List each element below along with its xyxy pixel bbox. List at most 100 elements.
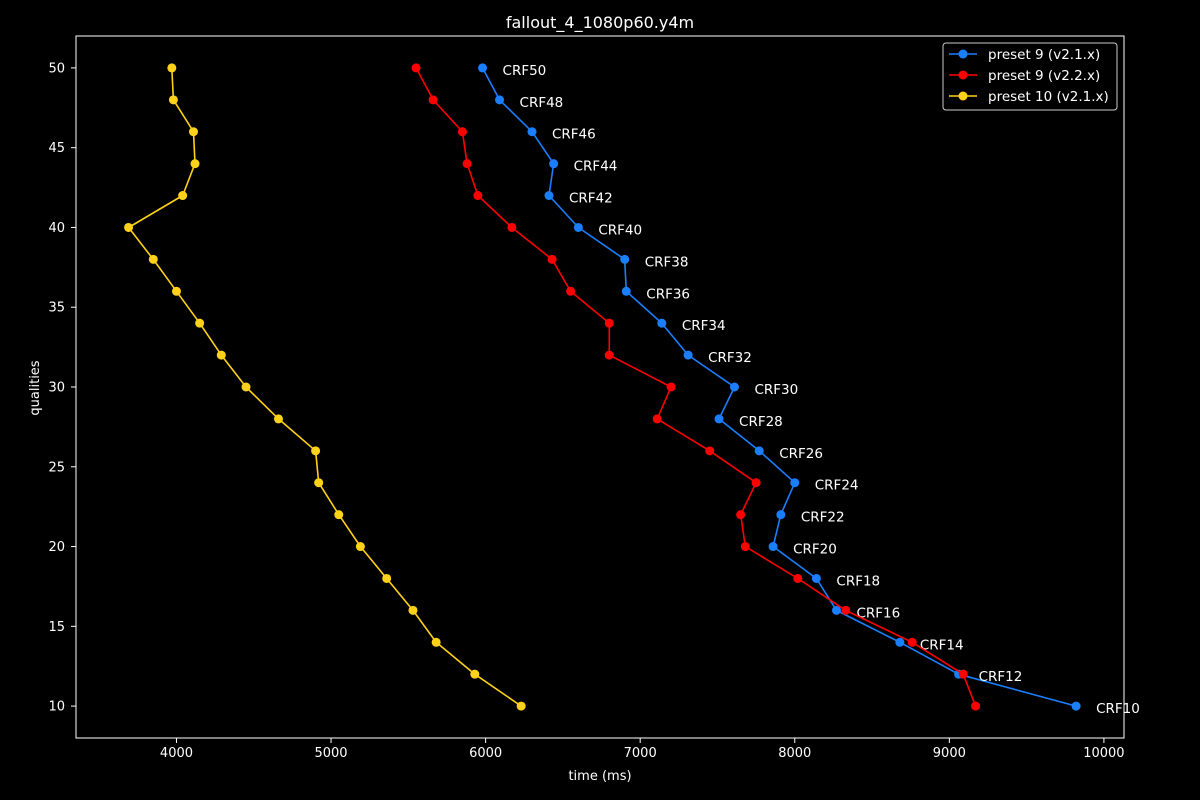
data-point [495,95,505,105]
data-point [714,414,724,424]
data-point [167,63,177,73]
data-point [470,669,480,679]
data-point [907,637,917,647]
y-tick-label: 45 [48,141,65,156]
data-point [314,478,324,488]
data-point [604,350,614,360]
data-point [178,191,188,201]
data-point [566,286,576,296]
data-point [768,542,778,552]
data-point [790,478,800,488]
data-point [478,63,488,73]
point-label: CRF48 [520,95,564,111]
data-point [473,191,483,201]
y-axis: 10 15 20 25 30 35 40 45 50 [48,61,76,715]
legend-marker [958,70,968,80]
y-tick-label: 15 [48,620,65,635]
data-point [754,446,764,456]
series-1 [411,63,981,711]
data-point [527,127,537,137]
legend-marker [958,91,968,101]
point-label: CRF30 [754,382,798,398]
point-label: CRF14 [920,637,964,653]
x-tick-label: 10000 [1083,746,1124,761]
point-label: CRF34 [682,318,726,334]
point-label: CRF44 [574,159,618,175]
data-point [751,478,761,488]
data-point [958,669,968,679]
legend-label: preset 9 (v2.2.x) [988,68,1100,84]
y-tick-label: 10 [48,700,65,715]
legend-label: preset 10 (v2.1.x) [988,89,1109,105]
y-tick-label: 30 [48,381,65,396]
legend-box [942,42,1118,111]
data-point [683,350,693,360]
point-label: CRF46 [552,127,596,143]
data-point [729,382,739,392]
data-point [195,318,205,328]
point-label: CRF10 [1096,701,1140,717]
x-tick-label: 5000 [314,746,347,761]
data-point [657,318,667,328]
data-point [241,382,251,392]
data-point [273,414,283,424]
point-label: CRF42 [569,191,613,207]
data-point [457,127,467,137]
data-point [507,222,517,232]
data-point [895,637,905,647]
point-label: CRF32 [708,350,752,366]
y-tick-label: 20 [48,540,65,555]
point-label: CRF22 [801,510,845,526]
point-label: CRF50 [503,63,547,79]
point-label: CRF16 [856,605,900,621]
data-point [549,159,559,169]
data-point [190,159,200,169]
chart-title: fallout_4_1080p60.y4m [506,13,694,33]
data-point [516,701,526,711]
data-point [604,318,614,328]
data-point [740,542,750,552]
data-point [666,382,676,392]
data-point [431,637,441,647]
data-point [462,159,472,169]
data-point [428,95,438,105]
point-label: CRF24 [815,478,859,494]
legend-label: preset 9 (v2.1.x) [988,47,1100,63]
data-point [311,446,321,456]
x-tick-label: 4000 [160,746,193,761]
data-point [334,510,344,520]
data-point [573,222,583,232]
legend: preset 9 (v2.1.x) preset 9 (v2.2.x) preset… [942,42,1118,111]
data-point [1071,701,1081,711]
point-label: CRF36 [646,286,690,302]
data-point [408,605,418,615]
x-tick-label: 8000 [778,746,811,761]
data-point [216,350,226,360]
data-point [621,286,631,296]
point-label: CRF38 [645,254,689,270]
point-label: CRF40 [598,222,642,238]
y-tick-label: 25 [48,460,65,475]
point-label: CRF18 [836,573,880,589]
legend-marker [958,49,968,59]
x-axis-label: time (ms) [568,769,631,784]
data-point [382,573,392,583]
data-point [547,254,557,264]
data-point [793,573,803,583]
data-point [705,446,715,456]
data-point [148,254,158,264]
point-label: CRF12 [979,669,1023,685]
series-2 [124,63,526,711]
data-point [831,605,841,615]
x-tick-label: 6000 [469,746,502,761]
y-tick-label: 35 [48,301,65,316]
x-tick-label: 9000 [933,746,966,761]
y-axis-label: qualities [28,360,43,415]
data-point [411,63,421,73]
x-tick-label: 7000 [624,746,657,761]
x-axis: 4000 5000 6000 7000 8000 9000 10000 [160,738,1125,761]
point-label: CRF26 [779,446,823,462]
